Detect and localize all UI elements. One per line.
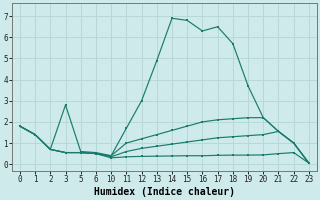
X-axis label: Humidex (Indice chaleur): Humidex (Indice chaleur) [94,186,235,197]
